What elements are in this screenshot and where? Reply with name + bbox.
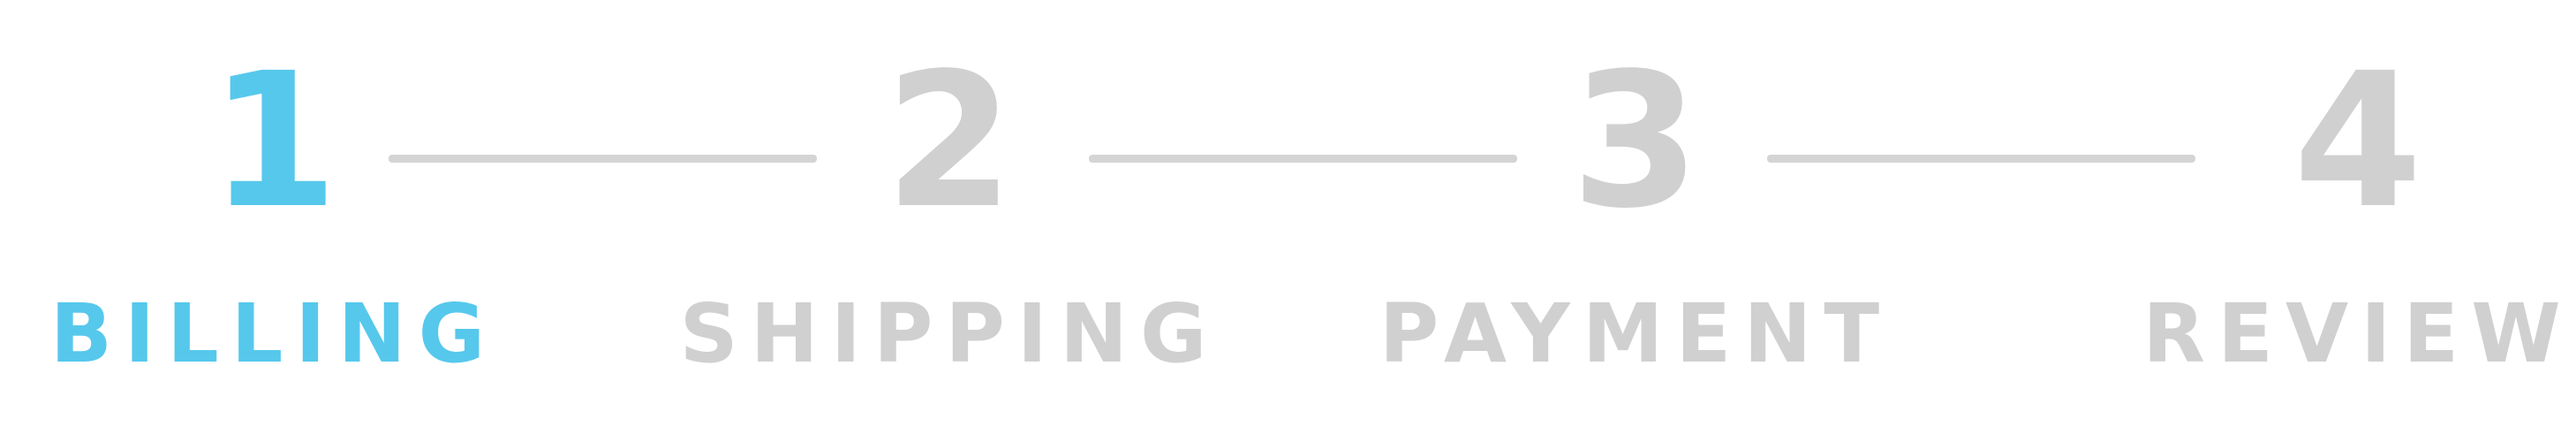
step-label: REVIEW bbox=[2142, 286, 2573, 381]
step-billing[interactable]: 1 BILLING bbox=[44, 33, 503, 375]
step-label: PAYMENT bbox=[1379, 286, 1892, 381]
step-label: BILLING bbox=[49, 286, 498, 381]
step-number: 4 bbox=[2293, 33, 2423, 249]
step-connector-2-3 bbox=[1089, 155, 1517, 163]
step-label: SHIPPING bbox=[679, 286, 1220, 381]
step-number: 2 bbox=[884, 33, 1015, 249]
step-payment[interactable]: 3 PAYMENT bbox=[1379, 33, 1879, 375]
step-shipping[interactable]: 2 SHIPPING bbox=[679, 33, 1206, 375]
step-connector-3-4 bbox=[1767, 155, 2195, 163]
step-number: 1 bbox=[208, 33, 339, 249]
step-number: 3 bbox=[1570, 33, 1701, 249]
step-review[interactable]: 4 REVIEW bbox=[2128, 33, 2576, 375]
step-connector-1-2 bbox=[389, 155, 817, 163]
